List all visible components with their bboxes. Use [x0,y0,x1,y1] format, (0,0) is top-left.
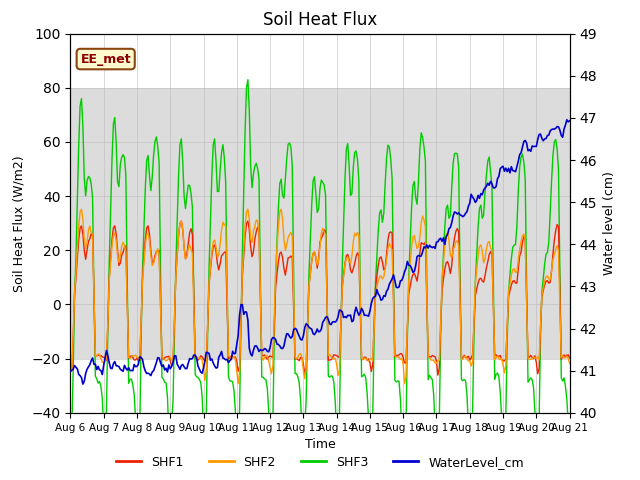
Legend: SHF1, SHF2, SHF3, WaterLevel_cm: SHF1, SHF2, SHF3, WaterLevel_cm [111,451,529,474]
Y-axis label: Soil Heat Flux (W/m2): Soil Heat Flux (W/m2) [13,155,26,291]
Title: Soil Heat Flux: Soil Heat Flux [263,11,377,29]
Text: EE_met: EE_met [81,53,131,66]
X-axis label: Time: Time [305,438,335,451]
Y-axis label: Water level (cm): Water level (cm) [602,171,616,275]
Bar [70,88,570,359]
